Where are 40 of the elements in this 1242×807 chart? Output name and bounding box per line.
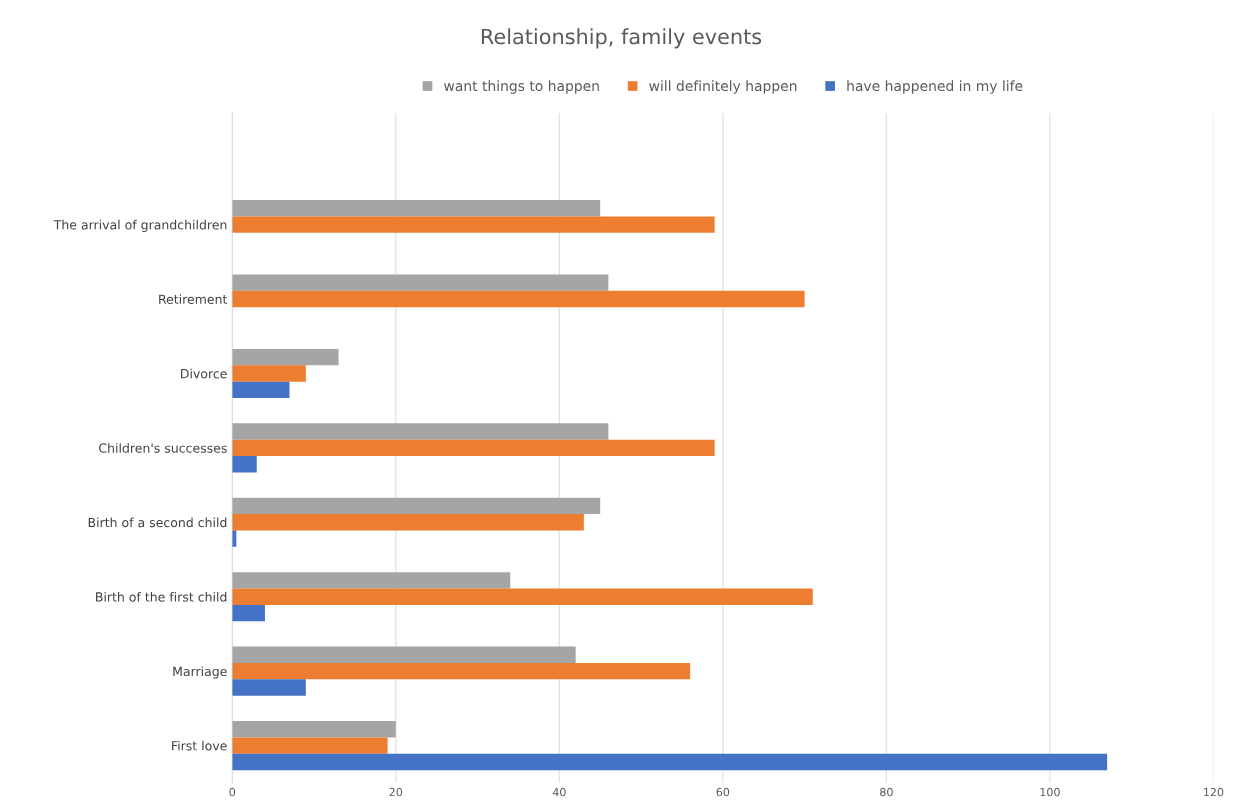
bar: [232, 456, 257, 473]
x-tick-label: 20: [389, 787, 403, 797]
y-tick-label: Birth of a second child: [88, 517, 227, 528]
bar: [232, 381, 290, 399]
bar: [232, 721, 396, 738]
bar: [232, 646, 576, 663]
chart-title: Relationship, family events: [481, 28, 762, 49]
y-tick-label: Divorce: [181, 368, 227, 379]
bar: [232, 572, 511, 589]
bar: [232, 604, 265, 622]
bar: [232, 662, 691, 680]
y-tick-label: Children's successes: [99, 443, 227, 453]
legend-label: want things to happen: [444, 80, 599, 94]
legend-label: have happened in my life: [847, 80, 1023, 94]
x-tick-label: 120: [1204, 787, 1224, 797]
x-tick-label: 100: [1040, 787, 1060, 797]
bar: [232, 216, 715, 233]
bar: [232, 348, 339, 366]
x-tick-label: 60: [716, 787, 730, 797]
y-tick-label: First love: [172, 740, 227, 751]
bar: [232, 365, 306, 382]
bar: [232, 497, 601, 515]
y-tick-label: Retirement: [159, 294, 228, 304]
legend-label: will definitely happen: [649, 80, 797, 94]
bar: [232, 753, 1108, 771]
y-tick-label: Birth of the first child: [96, 591, 227, 602]
bar: [232, 439, 715, 457]
bar: [232, 588, 813, 605]
bar: [232, 423, 609, 440]
bar: [232, 274, 609, 291]
y-tick-label: Marriage: [173, 666, 227, 679]
x-tick-label: 40: [552, 787, 566, 797]
bar: [232, 200, 601, 217]
x-tick-label: 0: [229, 787, 236, 797]
bar: [232, 737, 388, 754]
bar: [232, 290, 805, 308]
bar: [232, 514, 584, 531]
bar: [232, 679, 306, 696]
x-tick-label: 80: [880, 787, 893, 797]
y-tick-label: The arrival of grandchildren: [53, 219, 227, 232]
